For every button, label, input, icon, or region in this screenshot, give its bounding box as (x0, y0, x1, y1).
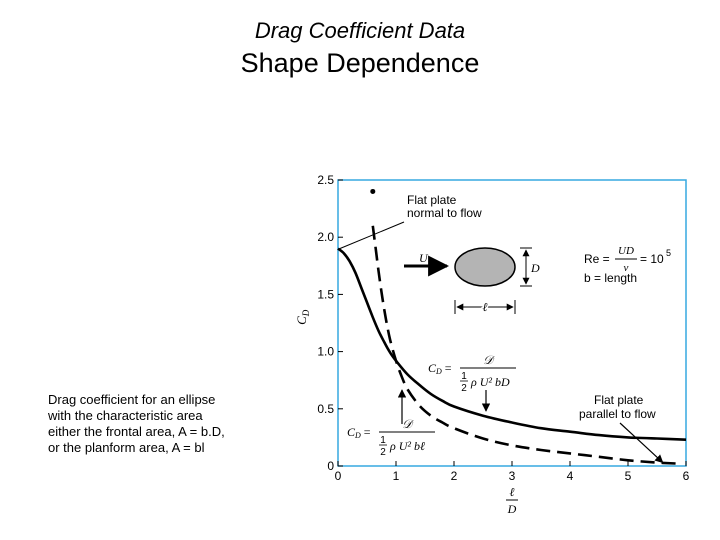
chart-title: Drag Coefficient Data (254, 18, 466, 43)
cd-frontal-formula-half-num: 1 (461, 371, 467, 382)
cd-frontal-formula-numerator: 𝒟 (483, 353, 495, 367)
y-tick-label: 2.0 (317, 230, 334, 244)
chart-subtitle: Shape Dependence (240, 48, 480, 78)
cd-planform-formula-numerator: 𝒟 (402, 417, 414, 431)
re-prefix: Re = (584, 252, 610, 266)
flat-plate-parallel-label: parallel to flow (579, 407, 656, 421)
caption-line: or the planform area, A = bl (48, 440, 205, 455)
flat-plate-parallel-label: Flat plate (594, 393, 644, 407)
y-tick-label: 0 (327, 459, 334, 473)
y-axis-label: CD (294, 309, 311, 325)
cd-planform-formula-lhs: CD = (347, 425, 371, 440)
caption: Drag coefficient for an ellipse with the… (48, 392, 288, 456)
cd-frontal-formula-lhs: CD = (428, 361, 452, 376)
x-tick-label: 0 (335, 469, 342, 483)
planform-area-curve (371, 225, 681, 465)
x-tick-label: 4 (567, 469, 574, 483)
x-tick-label: 5 (625, 469, 632, 483)
x-tick-label: 3 (509, 469, 516, 483)
cd-planform-formula-denominator: ρ U² bℓ (389, 439, 425, 453)
cd-frontal-formula-half-den: 2 (461, 383, 467, 394)
flat-plate-normal-label: Flat plate (407, 193, 457, 207)
re-exponent: 5 (666, 248, 671, 258)
cd-planform-formula-half-num: 1 (380, 435, 386, 446)
cd-frontal-formula-denominator: ρ U² bD (470, 375, 510, 389)
re-denominator: ν (624, 262, 629, 274)
x-tick-label: 6 (683, 469, 690, 483)
cd-planform-formula-half-den: 2 (380, 447, 386, 458)
b-definition: b = length (584, 271, 637, 285)
length-label: ℓ (483, 300, 488, 314)
x-axis-label-num: ℓ (510, 485, 515, 499)
re-numerator: UD (618, 245, 634, 257)
x-axis-label-den: D (507, 502, 517, 516)
re-suffix: = 10 (640, 252, 664, 266)
leader-line (339, 221, 405, 250)
x-tick-label: 2 (451, 469, 458, 483)
y-tick-label: 0.5 (317, 402, 334, 416)
caption-line: with the characteristic area (48, 408, 203, 423)
flat-plate-normal-point (370, 188, 376, 194)
flow-velocity-label: U (419, 251, 429, 265)
caption-line: either the frontal area, A = b.D, (48, 424, 225, 439)
frontal-area-curve (337, 247, 687, 441)
y-tick-label: 1.5 (317, 287, 334, 301)
caption-line: Drag coefficient for an ellipse (48, 392, 216, 407)
y-tick-label: 1.0 (317, 345, 334, 359)
diameter-label: D (530, 261, 540, 275)
parallel-pointer-arrow (619, 422, 664, 464)
ellipse-shape (454, 247, 516, 287)
x-tick-label: 1 (393, 469, 400, 483)
y-tick-label: 2.5 (317, 173, 334, 187)
flat-plate-normal-label: normal to flow (407, 206, 482, 220)
